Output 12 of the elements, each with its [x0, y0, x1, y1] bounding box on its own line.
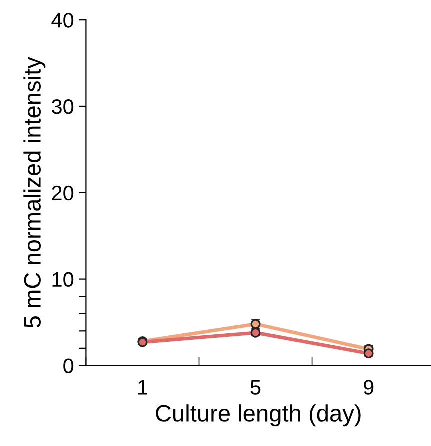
y-axis-title: 5 mC normalized intensity — [24, 57, 46, 328]
point — [364, 348, 374, 359]
x-tick-label: 1 — [138, 380, 148, 395]
point — [250, 328, 261, 338]
y-tick-label: 20 — [52, 186, 74, 201]
y-tick-label: 10 — [52, 272, 74, 288]
y-tick-label: 30 — [52, 99, 74, 114]
y-tick-label: 0 — [64, 358, 74, 374]
y-tick-label: 40 — [52, 13, 74, 28]
x-tick-label: 9 — [364, 380, 374, 395]
x-tick-label: 5 — [250, 380, 261, 395]
x-axis-title: Culture length (day) — [156, 404, 361, 427]
